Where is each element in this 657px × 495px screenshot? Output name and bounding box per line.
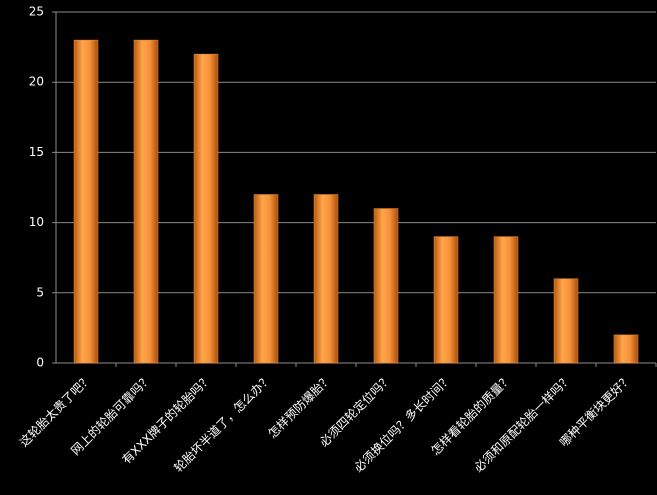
y-tick-label: 25 — [29, 5, 44, 19]
bar — [313, 194, 339, 364]
y-tick-label: 15 — [29, 145, 44, 159]
x-tick-label: 必须换位吗？多长时间？ — [351, 371, 455, 475]
y-tick-label: 5 — [36, 285, 44, 299]
bar — [493, 236, 519, 364]
bar — [193, 53, 219, 364]
x-tick-label: 怎样预防爆胎？ — [265, 371, 335, 441]
bar — [613, 334, 639, 364]
bar — [73, 39, 99, 364]
y-tick-label: 20 — [29, 75, 44, 89]
x-tick-label: 轮胎坏半道了，怎么办？ — [171, 371, 275, 475]
bar — [433, 236, 459, 364]
bar — [553, 278, 579, 364]
bar — [253, 194, 279, 364]
y-tick-label: 0 — [36, 356, 44, 370]
x-tick-label: 必须和原配轮胎一样吗？ — [471, 371, 575, 475]
bar — [133, 39, 159, 364]
y-tick-label: 10 — [29, 215, 44, 229]
bar — [373, 208, 399, 364]
